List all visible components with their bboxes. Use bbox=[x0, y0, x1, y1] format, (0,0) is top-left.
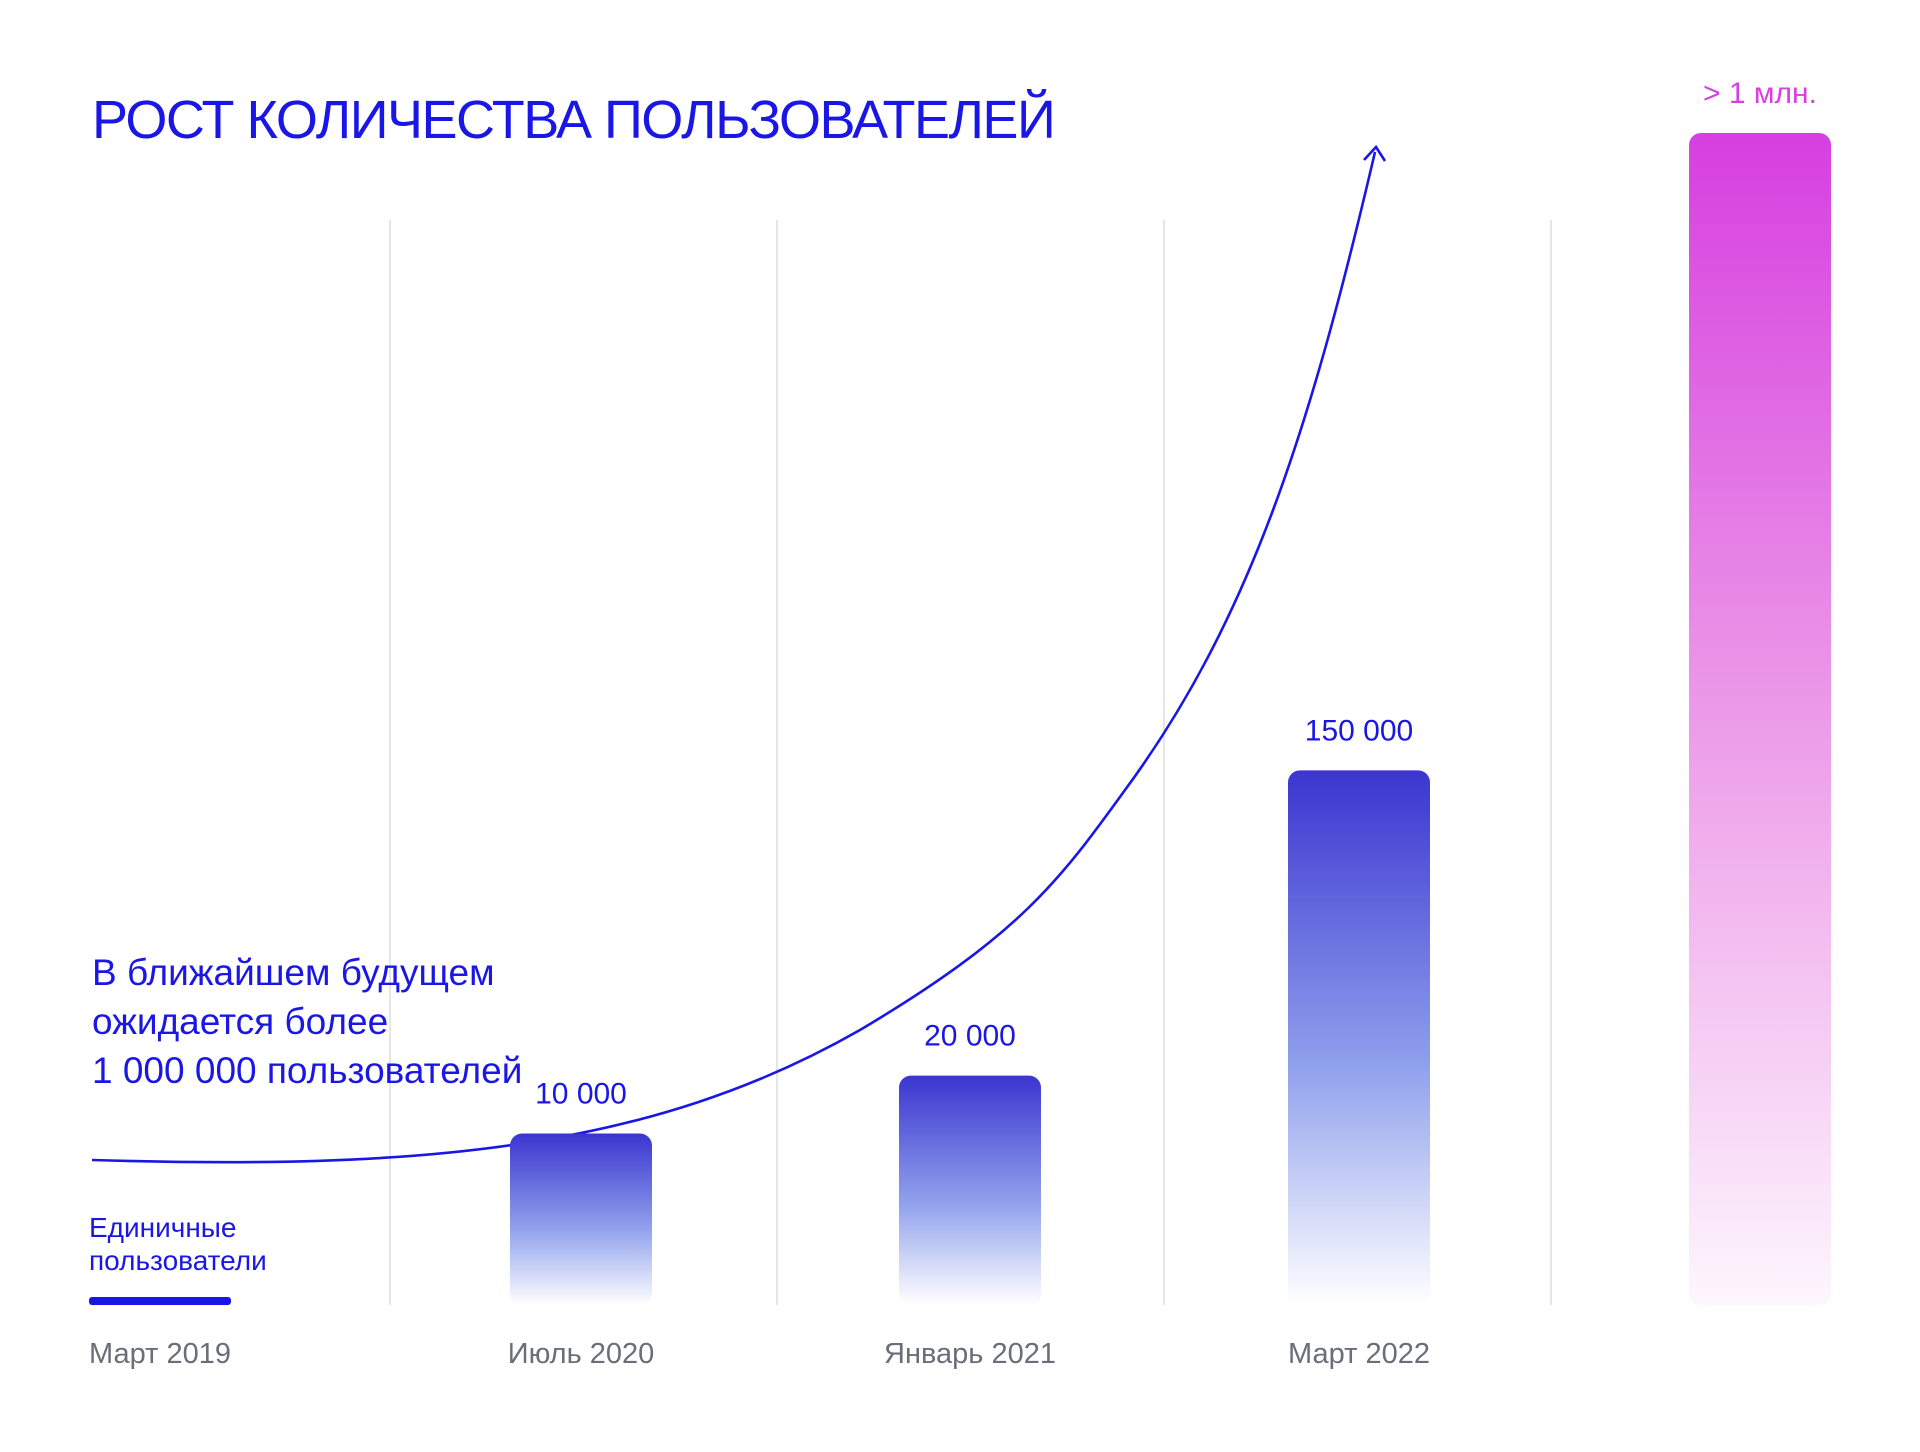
annotation-line-3: 1 000 000 пользователей bbox=[92, 1050, 522, 1091]
bar-5 bbox=[1689, 133, 1831, 1305]
bar-1 bbox=[89, 1297, 231, 1305]
chart-title: РОСТ КОЛИЧЕСТВА ПОЛЬЗОВАТЕЛЕЙ bbox=[92, 89, 1054, 150]
bar-4 bbox=[1288, 770, 1430, 1305]
first-bar-label-line-1: Единичные bbox=[89, 1212, 237, 1243]
x-tick-1: Март 2019 bbox=[89, 1338, 231, 1370]
annotation-line-2: ожидается более bbox=[92, 1001, 388, 1042]
value-label-2: 10 000 bbox=[535, 1078, 627, 1111]
x-tick-4: Март 2022 bbox=[1288, 1338, 1430, 1370]
bars bbox=[89, 133, 1831, 1305]
x-axis-ticks: Март 2019 Июль 2020 Январь 2021 Март 2022 bbox=[89, 1338, 1430, 1370]
first-bar-label: Единичные пользователи bbox=[89, 1212, 267, 1276]
value-label-5: > 1 млн. bbox=[1703, 77, 1817, 110]
grid-lines bbox=[389, 220, 1552, 1305]
trend-arrowhead bbox=[1363, 144, 1387, 162]
annotation-line-1: В ближайшем будущем bbox=[92, 952, 495, 993]
trend-curve bbox=[91, 151, 1377, 1164]
bar-3 bbox=[899, 1075, 1041, 1305]
value-labels: 10 000 20 000 150 000 > 1 млн. bbox=[535, 77, 1817, 1111]
x-tick-2: Июль 2020 bbox=[508, 1338, 655, 1370]
value-label-4: 150 000 bbox=[1305, 714, 1413, 747]
x-tick-3: Январь 2021 bbox=[884, 1338, 1056, 1370]
first-bar-label-line-2: пользователи bbox=[89, 1245, 267, 1276]
trend-arrow bbox=[91, 144, 1387, 1164]
annotation: В ближайшем будущем ожидается более 1 00… bbox=[92, 952, 522, 1091]
value-label-3: 20 000 bbox=[924, 1020, 1016, 1053]
bar-2 bbox=[510, 1133, 652, 1305]
